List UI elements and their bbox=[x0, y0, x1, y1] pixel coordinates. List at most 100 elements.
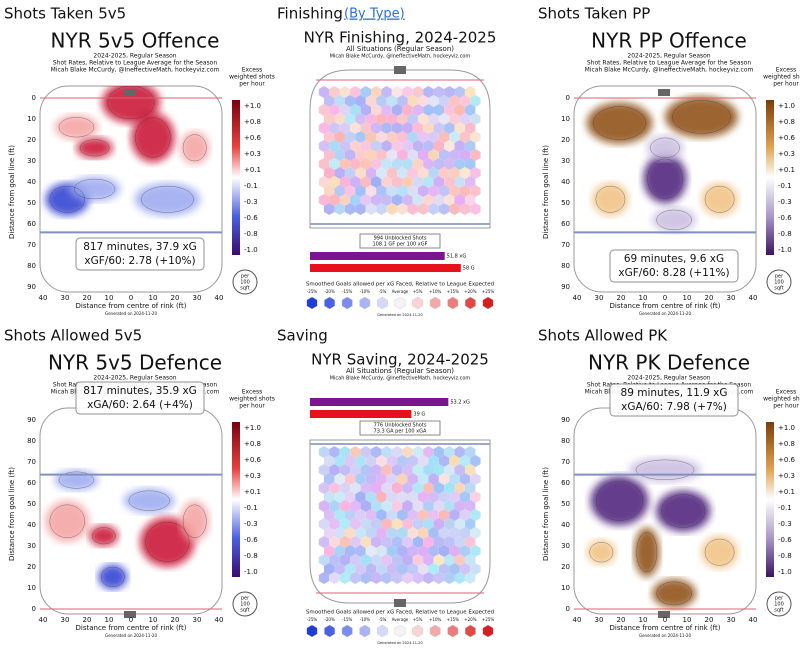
y-tick-label: 70 bbox=[27, 458, 36, 466]
colorbar bbox=[232, 422, 240, 577]
colorbar-tick: -0.1 bbox=[778, 182, 792, 190]
hex-cell bbox=[334, 527, 345, 539]
hex-cell bbox=[465, 86, 476, 98]
hex-cell bbox=[470, 455, 481, 467]
hex-cell bbox=[350, 464, 361, 476]
heat-blob bbox=[586, 539, 616, 565]
hex-cell bbox=[371, 122, 382, 134]
y-tick-label: 0 bbox=[32, 94, 36, 102]
legend-label: -5% bbox=[379, 289, 387, 294]
y-tick-label: 40 bbox=[561, 521, 570, 529]
hex-cell bbox=[428, 167, 439, 179]
hex-cell bbox=[397, 203, 408, 215]
by-type-link[interactable]: (By Type) bbox=[344, 7, 405, 22]
hex-cell bbox=[381, 536, 392, 548]
hex-cell bbox=[324, 203, 335, 215]
bar-label: 39 G bbox=[413, 412, 425, 418]
hex-cell bbox=[433, 194, 444, 206]
hex-cell bbox=[334, 167, 345, 179]
hex-cell bbox=[318, 158, 330, 170]
hex-cell bbox=[386, 131, 398, 143]
unit-badge-text: per bbox=[241, 274, 250, 280]
hex-cell bbox=[465, 140, 476, 152]
hex-cell bbox=[470, 473, 481, 485]
net bbox=[394, 599, 406, 607]
panel-title: NYR Saving, 2024-2025 bbox=[311, 351, 489, 369]
x-tick-label: 30 bbox=[595, 294, 604, 302]
contour bbox=[704, 185, 735, 213]
colorbar-title: Excess bbox=[242, 67, 262, 74]
contour bbox=[661, 494, 706, 528]
hex-cell bbox=[391, 104, 403, 116]
colorbar-tick: -1.0 bbox=[244, 568, 258, 576]
legend-label: Average bbox=[392, 617, 409, 622]
summary-line: 89 minutes, 11.9 xG bbox=[621, 387, 728, 399]
hex-cell bbox=[470, 509, 481, 521]
hex-cell bbox=[365, 545, 377, 557]
contour bbox=[656, 581, 692, 606]
hex-cell bbox=[318, 536, 330, 548]
hex-cell bbox=[318, 554, 330, 566]
colorbar-tick: -0.6 bbox=[778, 214, 792, 222]
total-bar bbox=[310, 264, 461, 272]
colorbar-title: Excess bbox=[776, 67, 796, 74]
hex-cell bbox=[465, 104, 476, 116]
panel-heading: Finishing bbox=[277, 5, 343, 23]
hex-cell bbox=[339, 518, 351, 530]
legend-label: -15% bbox=[342, 289, 353, 294]
hex-cell bbox=[360, 86, 371, 98]
contour bbox=[595, 480, 644, 521]
generated-note: Generated on 2024-11-20 bbox=[639, 633, 691, 638]
y-tick-label: 30 bbox=[561, 157, 570, 165]
hex-cell bbox=[459, 113, 471, 125]
colorbar-title: weighted shots bbox=[763, 74, 800, 81]
net bbox=[124, 89, 136, 96]
hex-cell bbox=[412, 176, 424, 188]
hex-cell bbox=[444, 482, 455, 494]
panel-subtitle: 2024-2025, Regular Season bbox=[93, 375, 176, 382]
hex-cell bbox=[454, 536, 465, 548]
net bbox=[658, 611, 670, 618]
legend-title: Smoothed Goals allowed per xG Faced, Rel… bbox=[306, 610, 494, 616]
hex-cell bbox=[449, 113, 460, 125]
colorbar-title: per hour bbox=[773, 403, 799, 410]
hex-cell bbox=[454, 104, 465, 116]
x-axis-label: Distance from centre of rink (ft) bbox=[610, 302, 721, 310]
hex-cell bbox=[350, 536, 361, 548]
hex-cell bbox=[334, 473, 345, 485]
y-tick-label: 30 bbox=[27, 542, 36, 550]
hex-cell bbox=[344, 491, 356, 503]
hex-cell bbox=[397, 185, 408, 197]
hex-cell bbox=[376, 509, 387, 521]
hex-cell bbox=[438, 545, 450, 557]
hex-cell bbox=[365, 473, 377, 485]
hex-cell bbox=[391, 536, 403, 548]
hex-cell bbox=[459, 95, 471, 107]
y-tick-label: 0 bbox=[32, 605, 36, 613]
panel-heading: Shots Taken 5v5 bbox=[4, 5, 126, 23]
legend-label: +5% bbox=[413, 617, 423, 622]
heat-blob bbox=[592, 182, 629, 216]
unit-badge bbox=[232, 269, 258, 295]
hex-cell bbox=[444, 554, 455, 566]
hex-cell bbox=[371, 554, 382, 566]
hex-cell bbox=[318, 140, 330, 152]
hex-cell bbox=[470, 149, 481, 161]
hex-cell bbox=[350, 122, 361, 134]
hex-cell bbox=[454, 446, 465, 458]
hex-cell bbox=[381, 500, 392, 512]
x-tick-label: 10 bbox=[639, 294, 648, 302]
y-tick-label: 20 bbox=[27, 563, 36, 571]
legend-hex bbox=[429, 296, 441, 310]
y-tick-label: 60 bbox=[27, 479, 36, 487]
hex-cell bbox=[423, 122, 434, 134]
colorbar bbox=[232, 100, 240, 255]
summary-box bbox=[359, 233, 441, 249]
hex-cell bbox=[407, 185, 418, 197]
hex-cell bbox=[412, 518, 424, 530]
hex-cell bbox=[344, 185, 356, 197]
hex-cell bbox=[423, 176, 434, 188]
hex-cell bbox=[391, 176, 403, 188]
hex-cell bbox=[428, 185, 439, 197]
heat-blob bbox=[134, 182, 201, 216]
